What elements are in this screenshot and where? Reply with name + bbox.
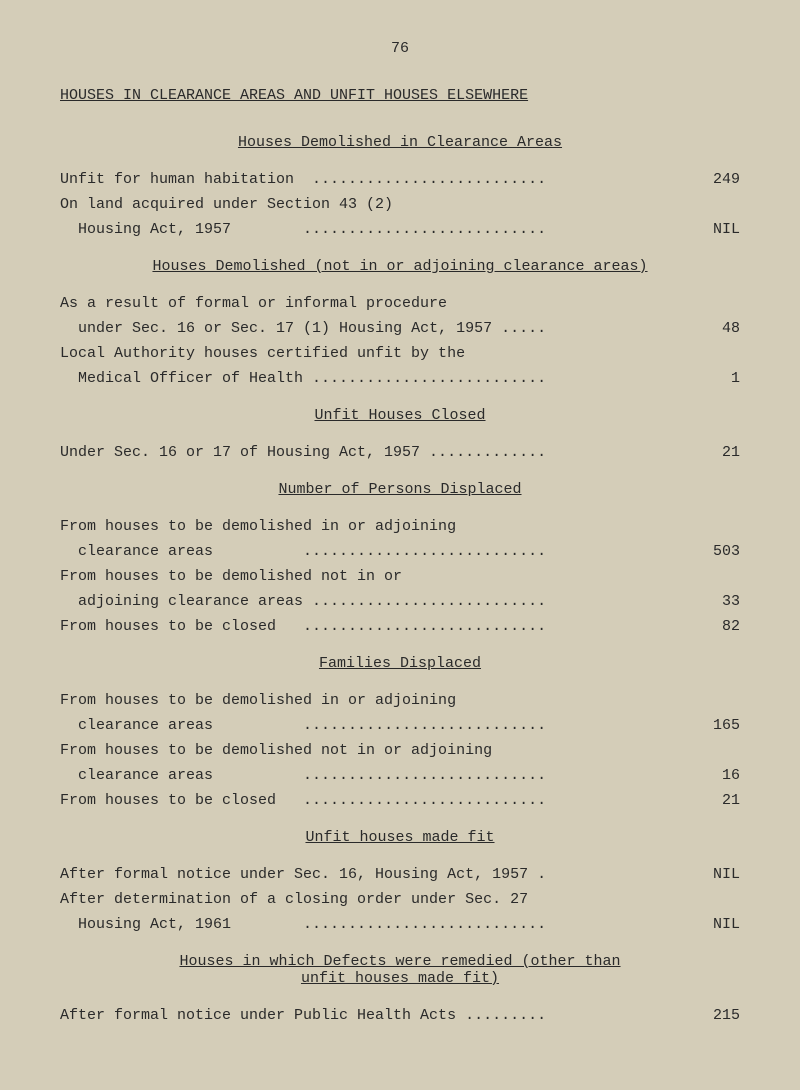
entry-value: [680, 194, 740, 215]
entry-row: Housing Act, 1957 ......................…: [60, 219, 740, 240]
entry-value: [680, 566, 740, 587]
entry-row: From houses to be demolished not in or a…: [60, 740, 740, 761]
entry-label: From houses to be demolished not in or a…: [60, 740, 680, 761]
entry-row: Local Authority houses certified unfit b…: [60, 343, 740, 364]
entry-value: [680, 740, 740, 761]
entry-label: Housing Act, 1961 ......................…: [60, 914, 680, 935]
entry-row: From houses to be demolished not in or: [60, 566, 740, 587]
entry-row: clearance areas ........................…: [60, 541, 740, 562]
entry-label: After formal notice under Sec. 16, Housi…: [60, 864, 680, 885]
main-title: HOUSES IN CLEARANCE AREAS AND UNFIT HOUS…: [60, 87, 740, 104]
entry-row: After formal notice under Public Health …: [60, 1005, 740, 1026]
entry-value: 21: [680, 442, 740, 463]
entry-row: From houses to be closed ...............…: [60, 790, 740, 811]
entry-value: [680, 889, 740, 910]
entry-row: Medical Officer of Health ..............…: [60, 368, 740, 389]
entry-label: clearance areas ........................…: [60, 541, 680, 562]
entry-label: On land acquired under Section 43 (2): [60, 194, 680, 215]
page-number: 76: [60, 40, 740, 57]
entry-label: Unfit for human habitation .............…: [60, 169, 680, 190]
entry-value: 215: [680, 1005, 740, 1026]
entry-value: 165: [680, 715, 740, 736]
document-page: 76 HOUSES IN CLEARANCE AREAS AND UNFIT H…: [0, 0, 800, 1090]
entry-row: From houses to be demolished in or adjoi…: [60, 690, 740, 711]
entry-label: From houses to be demolished in or adjoi…: [60, 690, 680, 711]
entry-row: adjoining clearance areas ..............…: [60, 591, 740, 612]
section-title: Number of Persons Displaced: [60, 481, 740, 498]
entry-label: After determination of a closing order u…: [60, 889, 680, 910]
entry-label: From houses to be demolished not in or: [60, 566, 680, 587]
entry-value: NIL: [680, 914, 740, 935]
entry-value: NIL: [680, 864, 740, 885]
entry-row: Housing Act, 1961 ......................…: [60, 914, 740, 935]
entry-value: NIL: [680, 219, 740, 240]
entry-value: 48: [680, 318, 740, 339]
entry-row: After formal notice under Sec. 16, Housi…: [60, 864, 740, 885]
entry-label: Medical Officer of Health ..............…: [60, 368, 680, 389]
section-title: Unfit Houses Closed: [60, 407, 740, 424]
entry-value: 21: [680, 790, 740, 811]
section-title: Unfit houses made fit: [60, 829, 740, 846]
entry-label: From houses to be demolished in or adjoi…: [60, 516, 680, 537]
entry-label: Housing Act, 1957 ......................…: [60, 219, 680, 240]
entry-row: As a result of formal or informal proced…: [60, 293, 740, 314]
entry-label: clearance areas ........................…: [60, 715, 680, 736]
section-title: Houses Demolished in Clearance Areas: [60, 134, 740, 151]
section-title: Houses Demolished (not in or adjoining c…: [60, 258, 740, 275]
entry-row: Unfit for human habitation .............…: [60, 169, 740, 190]
entry-label: Under Sec. 16 or 17 of Housing Act, 1957…: [60, 442, 680, 463]
entry-label: From houses to be closed ...............…: [60, 790, 680, 811]
entry-value: 503: [680, 541, 740, 562]
entry-value: [680, 343, 740, 364]
entry-row: clearance areas ........................…: [60, 765, 740, 786]
entry-value: 249: [680, 169, 740, 190]
entry-label: clearance areas ........................…: [60, 765, 680, 786]
entry-value: [680, 690, 740, 711]
entry-row: From houses to be demolished in or adjoi…: [60, 516, 740, 537]
entry-row: under Sec. 16 or Sec. 17 (1) Housing Act…: [60, 318, 740, 339]
entry-row: On land acquired under Section 43 (2): [60, 194, 740, 215]
entry-row: From houses to be closed ...............…: [60, 616, 740, 637]
section-title: Houses in which Defects were remedied (o…: [60, 953, 740, 987]
entry-label: After formal notice under Public Health …: [60, 1005, 680, 1026]
entry-row: After determination of a closing order u…: [60, 889, 740, 910]
entry-label: adjoining clearance areas ..............…: [60, 591, 680, 612]
entry-row: clearance areas ........................…: [60, 715, 740, 736]
entry-value: [680, 516, 740, 537]
section-title: Families Displaced: [60, 655, 740, 672]
entry-value: 1: [680, 368, 740, 389]
entry-label: Local Authority houses certified unfit b…: [60, 343, 680, 364]
entry-value: 33: [680, 591, 740, 612]
entry-value: [680, 293, 740, 314]
entry-value: 16: [680, 765, 740, 786]
entry-row: Under Sec. 16 or 17 of Housing Act, 1957…: [60, 442, 740, 463]
entry-label: under Sec. 16 or Sec. 17 (1) Housing Act…: [60, 318, 680, 339]
entry-label: From houses to be closed ...............…: [60, 616, 680, 637]
entry-value: 82: [680, 616, 740, 637]
entry-label: As a result of formal or informal proced…: [60, 293, 680, 314]
